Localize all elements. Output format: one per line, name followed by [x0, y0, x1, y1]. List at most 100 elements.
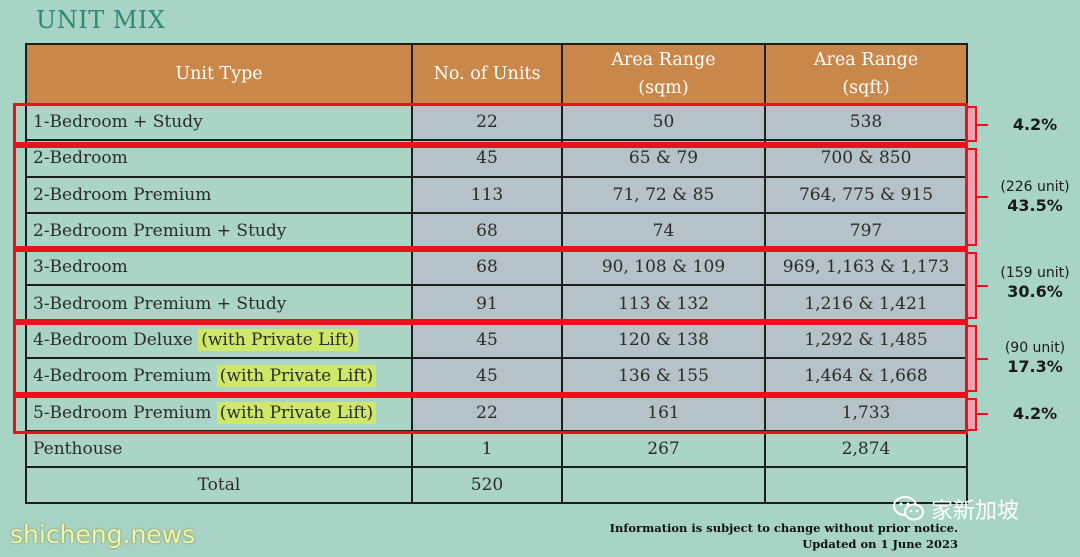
group-percent-5: 4.2%: [992, 404, 1078, 424]
table-row: 5-Bedroom Premium (with Private Lift) 22…: [25, 393, 968, 432]
unit-type-name: 3-Bedroom: [33, 257, 128, 278]
watermark-wechat-label: 家新加坡: [931, 499, 1020, 524]
unit-type-cell: 3-Bedroom: [25, 248, 413, 287]
total-sqft: [764, 465, 968, 505]
sqm-cell: 136 & 155: [561, 357, 766, 396]
sqm-cell: 65 & 79: [561, 139, 766, 178]
unit-type-name: 4-Bedroom Premium: [33, 366, 217, 387]
sqm-cell: 161: [561, 393, 766, 432]
sqft-cell: 969, 1,163 & 1,173: [764, 248, 968, 287]
table-row: 2-Bedroom Premium + Study 68 74 797: [25, 211, 968, 251]
group-bracket-4: [968, 325, 977, 392]
unit-type-name: 1-Bedroom + Study: [33, 112, 203, 133]
unit-type-name: Penthouse: [33, 438, 123, 459]
units-cell: 113: [411, 175, 563, 214]
watermark-wechat: 家新加坡: [893, 493, 1019, 525]
page-title: UNIT MIX: [36, 6, 166, 34]
sqm-cell: 90, 108 & 109: [561, 248, 766, 287]
unit-type-cell: 2-Bedroom: [25, 139, 413, 178]
bracket-tick-2: [977, 196, 988, 198]
header-area-sqft-line2: (sqft): [842, 78, 890, 98]
sqft-cell: 1,733: [764, 393, 968, 432]
watermark-shicheng: shicheng.news: [10, 520, 196, 549]
units-cell: 45: [411, 139, 563, 178]
unit-type-cell: 5-Bedroom Premium (with Private Lift): [25, 393, 413, 432]
sqm-cell: 113 & 132: [561, 284, 766, 323]
unit-mix-table: Unit Type No. of Units Area Range (sqm) …: [25, 43, 968, 505]
sqft-cell: 764, 775 & 915: [764, 175, 968, 214]
header-area-sqm: Area Range (sqm): [561, 43, 766, 105]
table-row: 1-Bedroom + Study 22 50 538: [25, 102, 968, 142]
header-row: Unit Type No. of Units Area Range (sqm) …: [25, 43, 968, 105]
table-row: 4-Bedroom Premium (with Private Lift) 45…: [25, 357, 968, 396]
table-row: 3-Bedroom Premium + Study 91 113 & 132 1…: [25, 284, 968, 323]
units-cell: 68: [411, 211, 563, 251]
unit-type-name: 2-Bedroom Premium: [33, 184, 212, 205]
private-lift-highlight: (with Private Lift): [198, 328, 358, 351]
group-bracket-1: [968, 106, 977, 142]
sqft-cell: 797: [764, 211, 968, 251]
table-row: 4-Bedroom Deluxe (with Private Lift) 45 …: [25, 320, 968, 360]
unit-type-name: 2-Bedroom: [33, 148, 128, 169]
bracket-tick-1: [977, 124, 988, 126]
sqm-cell: 74: [561, 211, 766, 251]
sqm-cell: 71, 72 & 85: [561, 175, 766, 214]
group-unit-count: (159 unit): [1000, 265, 1070, 281]
unit-type-cell: 2-Bedroom Premium + Study: [25, 211, 413, 251]
private-lift-highlight: (with Private Lift): [216, 401, 377, 424]
group-percent-2: (226 unit) 43.5%: [992, 178, 1078, 216]
sqft-cell: 1,216 & 1,421: [764, 284, 968, 323]
table-row: 3-Bedroom 68 90, 108 & 109 969, 1,163 & …: [25, 248, 968, 287]
table-row: Penthouse 1 267 2,874: [25, 429, 968, 468]
wechat-icon: [893, 496, 924, 521]
group-unit-count: (90 unit): [1004, 340, 1066, 356]
group-percent-3: (159 unit) 30.6%: [992, 264, 1078, 302]
disclaimer-line1: Information is subject to change without…: [609, 521, 958, 535]
sqm-cell: 267: [561, 429, 766, 468]
total-units: 520: [411, 465, 563, 505]
unit-type-name: 4-Bedroom Deluxe: [33, 329, 199, 350]
sqm-cell: 50: [561, 102, 766, 142]
group-percent-value: 4.2%: [1012, 115, 1058, 134]
unit-type-cell: 2-Bedroom Premium: [25, 175, 413, 214]
total-sqm: [561, 465, 766, 505]
sqm-cell: 120 & 138: [561, 320, 766, 360]
unit-type-cell: 1-Bedroom + Study: [25, 102, 413, 142]
group-bracket-3: [968, 252, 977, 319]
units-cell: 68: [411, 248, 563, 287]
unit-type-cell: 4-Bedroom Premium (with Private Lift): [25, 357, 413, 396]
header-area-sqft-line1: Area Range: [813, 50, 919, 70]
total-label: Total: [25, 465, 413, 505]
bracket-tick-4: [977, 358, 988, 360]
bracket-tick-3: [977, 285, 988, 287]
group-percent-value: 30.6%: [1007, 282, 1063, 301]
group-percent-value: 4.2%: [1012, 404, 1058, 423]
table-row: 2-Bedroom Premium 113 71, 72 & 85 764, 7…: [25, 175, 968, 214]
units-cell: 45: [411, 320, 563, 360]
sqft-cell: 700 & 850: [764, 139, 968, 178]
group-percent-1: 4.2%: [992, 115, 1078, 135]
group-percent-value: 43.5%: [1007, 196, 1063, 215]
unit-type-cell: Penthouse: [25, 429, 413, 468]
units-cell: 1: [411, 429, 563, 468]
header-area-sqm-line1: Area Range: [611, 50, 716, 70]
units-cell: 22: [411, 393, 563, 432]
unit-type-name: 3-Bedroom Premium + Study: [33, 293, 287, 314]
units-cell: 22: [411, 102, 563, 142]
group-bracket-5: [968, 398, 977, 431]
disclaimer: Information is subject to change without…: [610, 520, 958, 552]
unit-type-name: 5-Bedroom Premium: [33, 402, 217, 423]
group-bracket-2: [968, 148, 977, 246]
header-no-of-units: No. of Units: [411, 43, 563, 105]
units-cell: 91: [411, 284, 563, 323]
table-row: 2-Bedroom 45 65 & 79 700 & 850: [25, 139, 968, 178]
header-unit-type: Unit Type: [25, 43, 413, 105]
units-cell: 45: [411, 357, 563, 396]
bracket-tick-5: [977, 413, 988, 415]
group-unit-count: (226 unit): [1000, 179, 1070, 195]
header-area-sqft: Area Range (sqft): [764, 43, 968, 105]
group-percent-4: (90 unit) 17.3%: [992, 339, 1078, 377]
sqft-cell: 1,292 & 1,485: [764, 320, 968, 360]
unit-type-cell: 3-Bedroom Premium + Study: [25, 284, 413, 323]
sqft-cell: 2,874: [764, 429, 968, 468]
